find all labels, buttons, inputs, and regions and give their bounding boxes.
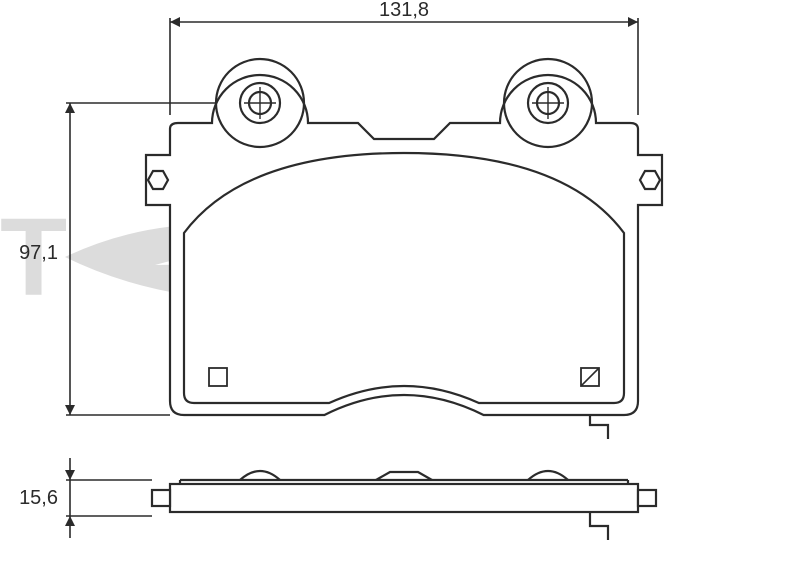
side-wear-sensor-lead: [590, 512, 608, 540]
arrowhead-icon: [170, 17, 180, 27]
side-tab: [152, 490, 170, 506]
arrowhead-icon: [65, 470, 75, 480]
side-center-notch: [376, 472, 432, 480]
arrowhead-icon: [65, 103, 75, 113]
side-ear-bump: [240, 471, 280, 480]
dim-height-text: 97,1: [19, 242, 58, 264]
side-tab: [638, 490, 656, 506]
arrowhead-icon: [628, 17, 638, 27]
arrowhead-icon: [65, 405, 75, 415]
side-ear-bump: [528, 471, 568, 480]
side-backing-plate: [170, 484, 638, 512]
arrowhead-icon: [65, 516, 75, 526]
dim-thickness-text: 15,6: [19, 487, 58, 509]
dim-width-text: 131,8: [379, 0, 429, 21]
wear-sensor-lead: [590, 415, 608, 439]
